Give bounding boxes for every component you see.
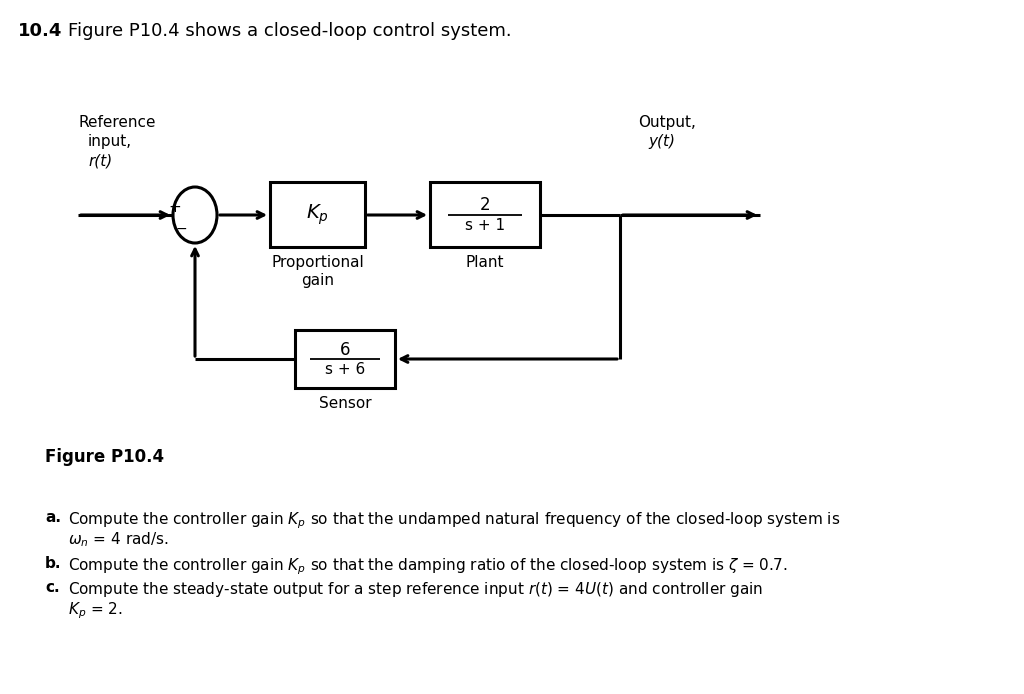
Text: b.: b. — [45, 556, 61, 571]
Text: 2: 2 — [479, 196, 490, 214]
Bar — [270, 182, 365, 247]
Text: Sensor: Sensor — [318, 396, 372, 411]
Text: y(t): y(t) — [648, 134, 675, 149]
Text: s + 1: s + 1 — [465, 218, 505, 233]
Text: Plant: Plant — [466, 255, 504, 270]
Text: Proportional: Proportional — [271, 255, 364, 270]
Text: Compute the steady-state output for a step reference input $r(t)$ = $4U(t)$ and : Compute the steady-state output for a st… — [68, 580, 763, 599]
Text: Compute the controller gain $K_p$ so that the damping ratio of the closed-loop s: Compute the controller gain $K_p$ so tha… — [68, 556, 787, 577]
Text: a.: a. — [45, 510, 61, 525]
Text: $K_p$: $K_p$ — [306, 202, 329, 227]
Text: s + 6: s + 6 — [325, 362, 366, 377]
Text: +: + — [168, 200, 181, 215]
Bar — [430, 182, 540, 247]
Text: Reference: Reference — [78, 115, 156, 130]
Text: Output,: Output, — [638, 115, 696, 130]
Text: r(t): r(t) — [88, 153, 113, 168]
Text: 6: 6 — [340, 341, 350, 359]
Text: gain: gain — [301, 273, 334, 288]
Text: input,: input, — [88, 134, 132, 149]
Text: 10.4: 10.4 — [18, 22, 62, 40]
Text: Compute the controller gain $K_p$ so that the undamped natural frequency of the : Compute the controller gain $K_p$ so tha… — [68, 510, 841, 531]
Text: $\omega_n$ = 4 rad/s.: $\omega_n$ = 4 rad/s. — [68, 530, 169, 549]
Text: c.: c. — [45, 580, 59, 595]
Bar — [295, 330, 395, 388]
Text: Figure P10.4 shows a closed-loop control system.: Figure P10.4 shows a closed-loop control… — [68, 22, 512, 40]
Text: −: − — [175, 222, 186, 236]
Text: $K_p$ = 2.: $K_p$ = 2. — [68, 600, 123, 620]
Text: Figure P10.4: Figure P10.4 — [45, 448, 164, 466]
